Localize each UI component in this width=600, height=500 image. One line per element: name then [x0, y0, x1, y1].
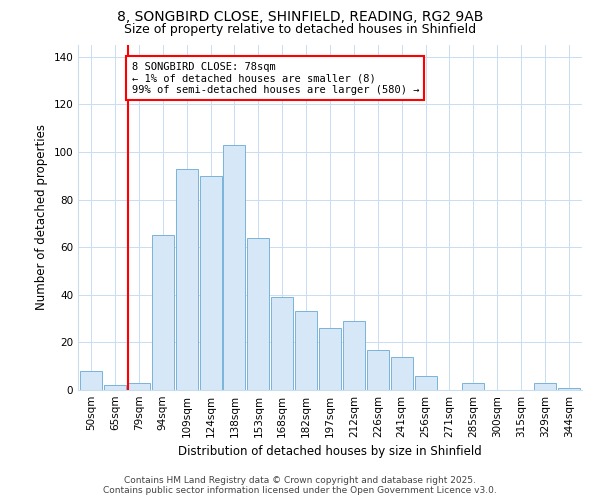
Bar: [152, 236, 174, 390]
Bar: [104, 385, 126, 390]
Bar: [415, 376, 437, 390]
Bar: [271, 297, 293, 390]
Bar: [367, 350, 389, 390]
Bar: [223, 145, 245, 390]
Bar: [176, 168, 197, 390]
Bar: [128, 383, 150, 390]
Bar: [247, 238, 269, 390]
Bar: [534, 383, 556, 390]
Text: Contains HM Land Registry data © Crown copyright and database right 2025.
Contai: Contains HM Land Registry data © Crown c…: [103, 476, 497, 495]
Bar: [558, 388, 580, 390]
Text: 8 SONGBIRD CLOSE: 78sqm
← 1% of detached houses are smaller (8)
99% of semi-deta: 8 SONGBIRD CLOSE: 78sqm ← 1% of detached…: [131, 62, 419, 95]
Bar: [463, 383, 484, 390]
Bar: [391, 356, 413, 390]
Bar: [319, 328, 341, 390]
Text: 8, SONGBIRD CLOSE, SHINFIELD, READING, RG2 9AB: 8, SONGBIRD CLOSE, SHINFIELD, READING, R…: [117, 10, 483, 24]
Bar: [343, 321, 365, 390]
Bar: [80, 371, 102, 390]
X-axis label: Distribution of detached houses by size in Shinfield: Distribution of detached houses by size …: [178, 446, 482, 458]
Y-axis label: Number of detached properties: Number of detached properties: [35, 124, 48, 310]
Bar: [200, 176, 221, 390]
Bar: [295, 312, 317, 390]
Text: Size of property relative to detached houses in Shinfield: Size of property relative to detached ho…: [124, 22, 476, 36]
